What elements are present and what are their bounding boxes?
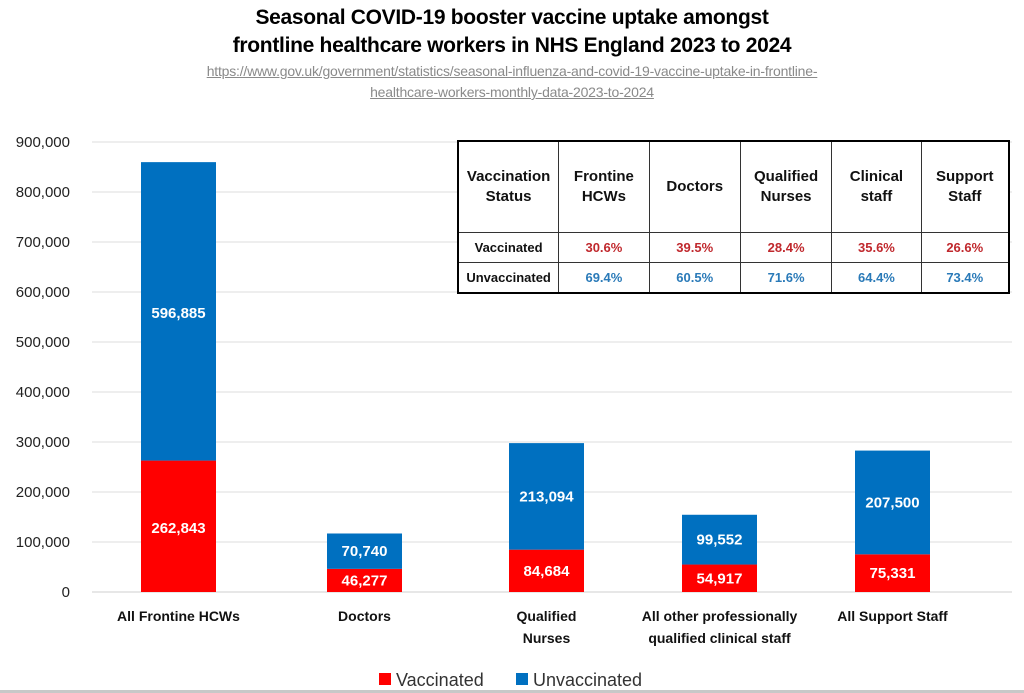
x-category-label: Nurses bbox=[523, 630, 571, 646]
source-link-line-1[interactable]: https://www.gov.uk/government/statistics… bbox=[206, 63, 818, 79]
header-text: staff bbox=[860, 188, 893, 205]
header-text: Frontine bbox=[573, 168, 634, 185]
y-tick-label: 600,000 bbox=[16, 284, 70, 301]
y-tick-label: 100,000 bbox=[16, 534, 70, 551]
data-label-vaccinated: 46,277 bbox=[342, 572, 388, 589]
y-tick-label: 700,000 bbox=[16, 234, 70, 251]
bar-unvaccinated-1 bbox=[327, 533, 402, 569]
bar-unvaccinated-0 bbox=[141, 162, 216, 461]
header-text: HCWs bbox=[581, 188, 626, 205]
data-labels: 262,843 596,885 46,277 70,740 84,684 213,094 5… bbox=[151, 305, 919, 589]
percentage-cell: 26.6% bbox=[920, 232, 1010, 263]
bar-vaccinated-0 bbox=[141, 460, 216, 592]
table-header-row: Vaccination Status Frontine HCWs Doctors Qual… bbox=[457, 140, 1010, 233]
bar-unvaccinated-3 bbox=[682, 514, 757, 565]
data-label-vaccinated: 54,917 bbox=[697, 570, 743, 587]
table-header-cell: Qualified Nurses bbox=[739, 140, 833, 233]
table-header-cell: Vaccination Status bbox=[457, 140, 560, 233]
bar-vaccinated-3 bbox=[682, 564, 757, 592]
chart-title-line-2: frontline healthcare workers in NHS Engl… bbox=[232, 34, 792, 57]
x-category-label: All other professionally bbox=[642, 608, 798, 624]
header-text: Nurses bbox=[760, 188, 812, 205]
chart-title-line-1: Seasonal COVID-19 booster vaccine uptake… bbox=[255, 6, 769, 29]
source-link-line-2[interactable]: healthcare-workers-monthly-data-2023-to-… bbox=[370, 84, 654, 100]
y-tick-label: 500,000 bbox=[16, 334, 70, 351]
percentage-cell: 60.5% bbox=[648, 262, 741, 294]
data-label-unvaccinated: 213,094 bbox=[519, 488, 574, 505]
data-label-unvaccinated: 596,885 bbox=[151, 305, 205, 322]
table-row: Unvaccinated 69.4% 60.5% 71.6% 64.4% 73.4% bbox=[457, 262, 1010, 294]
data-label-vaccinated: 262,843 bbox=[151, 520, 205, 537]
header-text: Support bbox=[936, 168, 994, 185]
y-tick-label: 400,000 bbox=[16, 384, 70, 401]
bar-vaccinated-2 bbox=[509, 549, 584, 592]
header-text: Vaccination bbox=[466, 168, 551, 185]
x-category-label: Doctors bbox=[338, 608, 391, 624]
percentage-cell: 39.5% bbox=[648, 232, 741, 263]
header-text: Status bbox=[485, 188, 532, 205]
bar-vaccinated-4 bbox=[855, 554, 930, 592]
table-header-cell: Doctors bbox=[648, 140, 741, 233]
table-header-cell: Clinical staff bbox=[831, 140, 922, 233]
table-row: Vaccinated 30.6% 39.5% 28.4% 35.6% 26.6% bbox=[457, 232, 1010, 263]
data-label-vaccinated: 75,331 bbox=[870, 565, 916, 582]
row-label: Unvaccinated bbox=[457, 262, 560, 294]
row-label: Vaccinated bbox=[457, 232, 560, 263]
legend-swatch-unvaccinated bbox=[516, 673, 528, 685]
bar-vaccinated-1 bbox=[327, 568, 402, 592]
x-axis: All Frontine HCWs Doctors Qualified Nurses A… bbox=[117, 608, 948, 646]
legend-label-vaccinated: Vaccinated bbox=[396, 670, 484, 690]
x-category-label: All Frontine HCWs bbox=[117, 608, 240, 624]
percentage-cell: 73.4% bbox=[920, 262, 1010, 294]
table-header-cell: Frontine HCWs bbox=[558, 140, 650, 233]
data-label-unvaccinated: 99,552 bbox=[697, 532, 743, 549]
percentage-cell: 71.6% bbox=[739, 262, 833, 294]
legend-label-unvaccinated: Unvaccinated bbox=[533, 670, 642, 690]
percentage-cell: 35.6% bbox=[831, 232, 922, 263]
y-tick-label: 800,000 bbox=[16, 184, 70, 201]
x-category-label: Qualified bbox=[517, 608, 577, 624]
data-label-unvaccinated: 70,740 bbox=[342, 543, 388, 560]
percentage-cell: 69.4% bbox=[558, 262, 650, 294]
data-label-unvaccinated: 207,500 bbox=[865, 494, 919, 511]
percentage-cell: 30.6% bbox=[558, 232, 650, 263]
percentage-cell: 64.4% bbox=[831, 262, 922, 294]
uptake-percentage-table: Vaccination Status Frontine HCWs Doctors Qual… bbox=[457, 140, 1010, 294]
header-text: Clinical bbox=[849, 168, 904, 185]
y-tick-label: 200,000 bbox=[16, 484, 70, 501]
legend-swatch-vaccinated bbox=[379, 673, 391, 685]
table-body: Vaccinated 30.6% 39.5% 28.4% 35.6% 26.6% Unvac… bbox=[457, 232, 1010, 294]
x-category-label: qualified clinical staff bbox=[648, 630, 791, 646]
percentage-cell: 28.4% bbox=[739, 232, 833, 263]
bottom-border bbox=[0, 690, 1024, 693]
y-axis: 0 100,000 200,000 300,000 400,000 500,000 600,… bbox=[16, 134, 70, 601]
x-category-label: All Support Staff bbox=[837, 608, 948, 624]
bar-unvaccinated-2 bbox=[509, 443, 584, 550]
bars bbox=[141, 162, 930, 592]
header-text: Qualified bbox=[753, 168, 819, 185]
y-tick-label: 300,000 bbox=[16, 434, 70, 451]
header-text: Staff bbox=[948, 188, 982, 205]
bar-unvaccinated-4 bbox=[855, 450, 930, 555]
legend: Vaccinated Unvaccinated bbox=[379, 670, 642, 690]
y-tick-label: 0 bbox=[62, 584, 70, 601]
header-text: Doctors bbox=[666, 178, 724, 195]
data-label-vaccinated: 84,684 bbox=[524, 563, 571, 580]
y-tick-label: 900,000 bbox=[16, 134, 70, 151]
table-header-cell: Support Staff bbox=[920, 140, 1010, 233]
